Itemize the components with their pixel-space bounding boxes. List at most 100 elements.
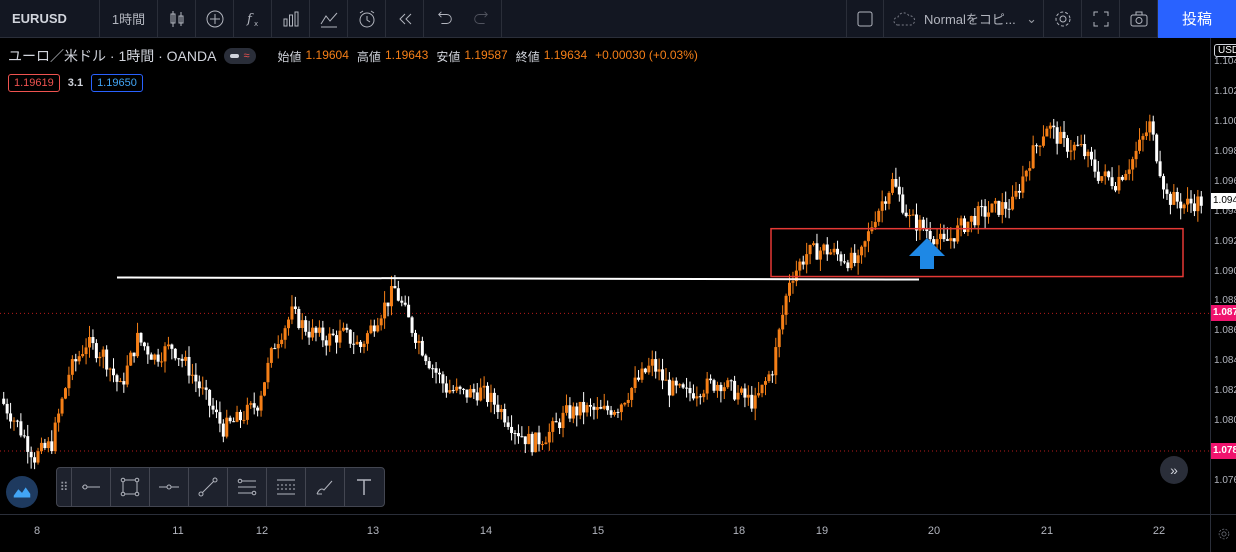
candle-body xyxy=(510,426,514,433)
interval-selector[interactable]: 1時間 xyxy=(100,0,158,38)
candle-body xyxy=(492,392,496,405)
candle-body xyxy=(53,422,57,452)
candle-body xyxy=(88,337,92,348)
candle-body xyxy=(335,335,339,343)
candle-body xyxy=(1151,121,1155,135)
candle-body xyxy=(338,330,342,343)
visibility-toggle[interactable]: ≈ xyxy=(224,48,256,64)
price-chart[interactable] xyxy=(0,38,1210,514)
time-tick: 20 xyxy=(927,525,941,537)
candle-body xyxy=(57,413,61,423)
plus-circle-icon[interactable] xyxy=(196,0,234,38)
candle-body xyxy=(969,215,973,222)
candle-body xyxy=(856,255,860,264)
redo-icon[interactable] xyxy=(472,10,490,28)
compare-icon[interactable] xyxy=(310,0,348,38)
brush-tool-icon[interactable] xyxy=(305,468,344,506)
drag-handle-icon[interactable]: ⠿ xyxy=(59,480,69,494)
candles-icon[interactable] xyxy=(158,0,196,38)
candle-body xyxy=(221,423,225,437)
candle-body xyxy=(582,401,586,413)
candle-body xyxy=(1158,161,1162,177)
candle-body xyxy=(359,341,363,347)
scroll-to-realtime-icon[interactable]: » xyxy=(1160,456,1188,484)
checkbox-icon[interactable] xyxy=(846,0,884,38)
eye-icon xyxy=(230,54,240,58)
price-tick: 1.088 xyxy=(1214,295,1236,307)
candle-body xyxy=(877,210,881,222)
trend-line-tool-icon[interactable] xyxy=(188,468,227,506)
publish-button[interactable]: 投稿 xyxy=(1158,0,1236,38)
candle-body xyxy=(588,405,592,407)
candle-body xyxy=(760,384,764,394)
candle-body xyxy=(46,441,50,449)
candle-body xyxy=(1096,171,1100,181)
candle-body xyxy=(129,352,133,366)
candle-body xyxy=(836,248,840,255)
replay-icon[interactable] xyxy=(386,0,424,38)
parallel-channel-tool-icon[interactable] xyxy=(227,468,266,506)
candle-body xyxy=(901,194,905,213)
candle-body xyxy=(530,433,534,453)
buy-button[interactable]: 1.19650 xyxy=(91,74,143,92)
candle-body xyxy=(2,398,6,404)
candle-body xyxy=(1052,125,1056,128)
camera-icon[interactable] xyxy=(1120,0,1158,38)
candle-body xyxy=(1086,151,1090,157)
candle-body xyxy=(9,413,13,422)
symbol-search[interactable]: EURUSD xyxy=(0,0,100,38)
candle-body xyxy=(688,387,692,394)
candle-body xyxy=(650,359,654,366)
candle-body xyxy=(729,380,733,382)
candle-body xyxy=(462,388,466,390)
candle-body xyxy=(479,387,483,401)
currency-tag[interactable]: USD xyxy=(1214,44,1236,57)
layout-template-dropdown[interactable]: Normalをコピ... ⌄ xyxy=(884,0,1044,38)
horizontal-ray-tool-icon[interactable] xyxy=(71,468,110,506)
chart-legend: ユーロ／米ドル · 1時間 · OANDA ≈ 始値 1.19604 高値 1.19… xyxy=(8,46,698,66)
candle-body xyxy=(1172,192,1176,205)
fullscreen-icon[interactable] xyxy=(1082,0,1120,38)
candle-body xyxy=(468,388,472,398)
candle-body xyxy=(1179,201,1183,209)
price-tick: 1.086 xyxy=(1214,325,1236,337)
sell-button[interactable]: 1.19619 xyxy=(8,74,60,92)
candle-body xyxy=(592,406,596,410)
candle-body xyxy=(369,325,373,334)
price-axis[interactable]: 1.104 1.102 1.100 1.098 1.096 1.094 1.092 1.090… xyxy=(1210,38,1236,514)
candle-body xyxy=(1138,139,1142,151)
bars-icon[interactable] xyxy=(272,0,310,38)
candle-body xyxy=(1059,131,1063,144)
undo-icon[interactable] xyxy=(436,10,454,28)
text-tool-icon[interactable] xyxy=(344,468,383,506)
candle-body xyxy=(63,388,67,399)
settings-icon[interactable] xyxy=(1044,0,1082,38)
candle-body xyxy=(609,410,613,415)
axis-settings-icon[interactable] xyxy=(1210,514,1236,552)
candle-body xyxy=(1028,168,1032,171)
candle-body xyxy=(136,332,140,357)
candle-body xyxy=(547,431,551,443)
candle-body xyxy=(273,348,277,350)
candle-body xyxy=(1199,196,1203,206)
alert-clock-icon[interactable] xyxy=(348,0,386,38)
horizontal-line-tool-icon[interactable] xyxy=(149,468,188,506)
candle-body xyxy=(372,325,376,332)
candle-body xyxy=(1107,171,1111,178)
rectangle-tool-icon[interactable] xyxy=(110,468,149,506)
candle-body xyxy=(43,442,47,449)
candle-body xyxy=(108,368,112,370)
candle-body xyxy=(812,243,816,245)
candle-body xyxy=(523,436,527,445)
fib-retracement-tool-icon[interactable] xyxy=(266,468,305,506)
tradingview-logo-icon[interactable] xyxy=(6,476,38,508)
symbol-title[interactable]: ユーロ／米ドル · 1時間 · OANDA xyxy=(8,48,217,64)
candle-body xyxy=(1041,136,1045,146)
candle-body xyxy=(424,355,428,362)
time-axis[interactable]: 8 11 12 13 14 15 18 19 20 21 22 xyxy=(0,514,1210,552)
candle-body xyxy=(667,379,671,396)
price-tick: 1.104 xyxy=(1214,56,1236,68)
candle-body xyxy=(647,365,651,373)
candle-body xyxy=(1045,128,1049,137)
